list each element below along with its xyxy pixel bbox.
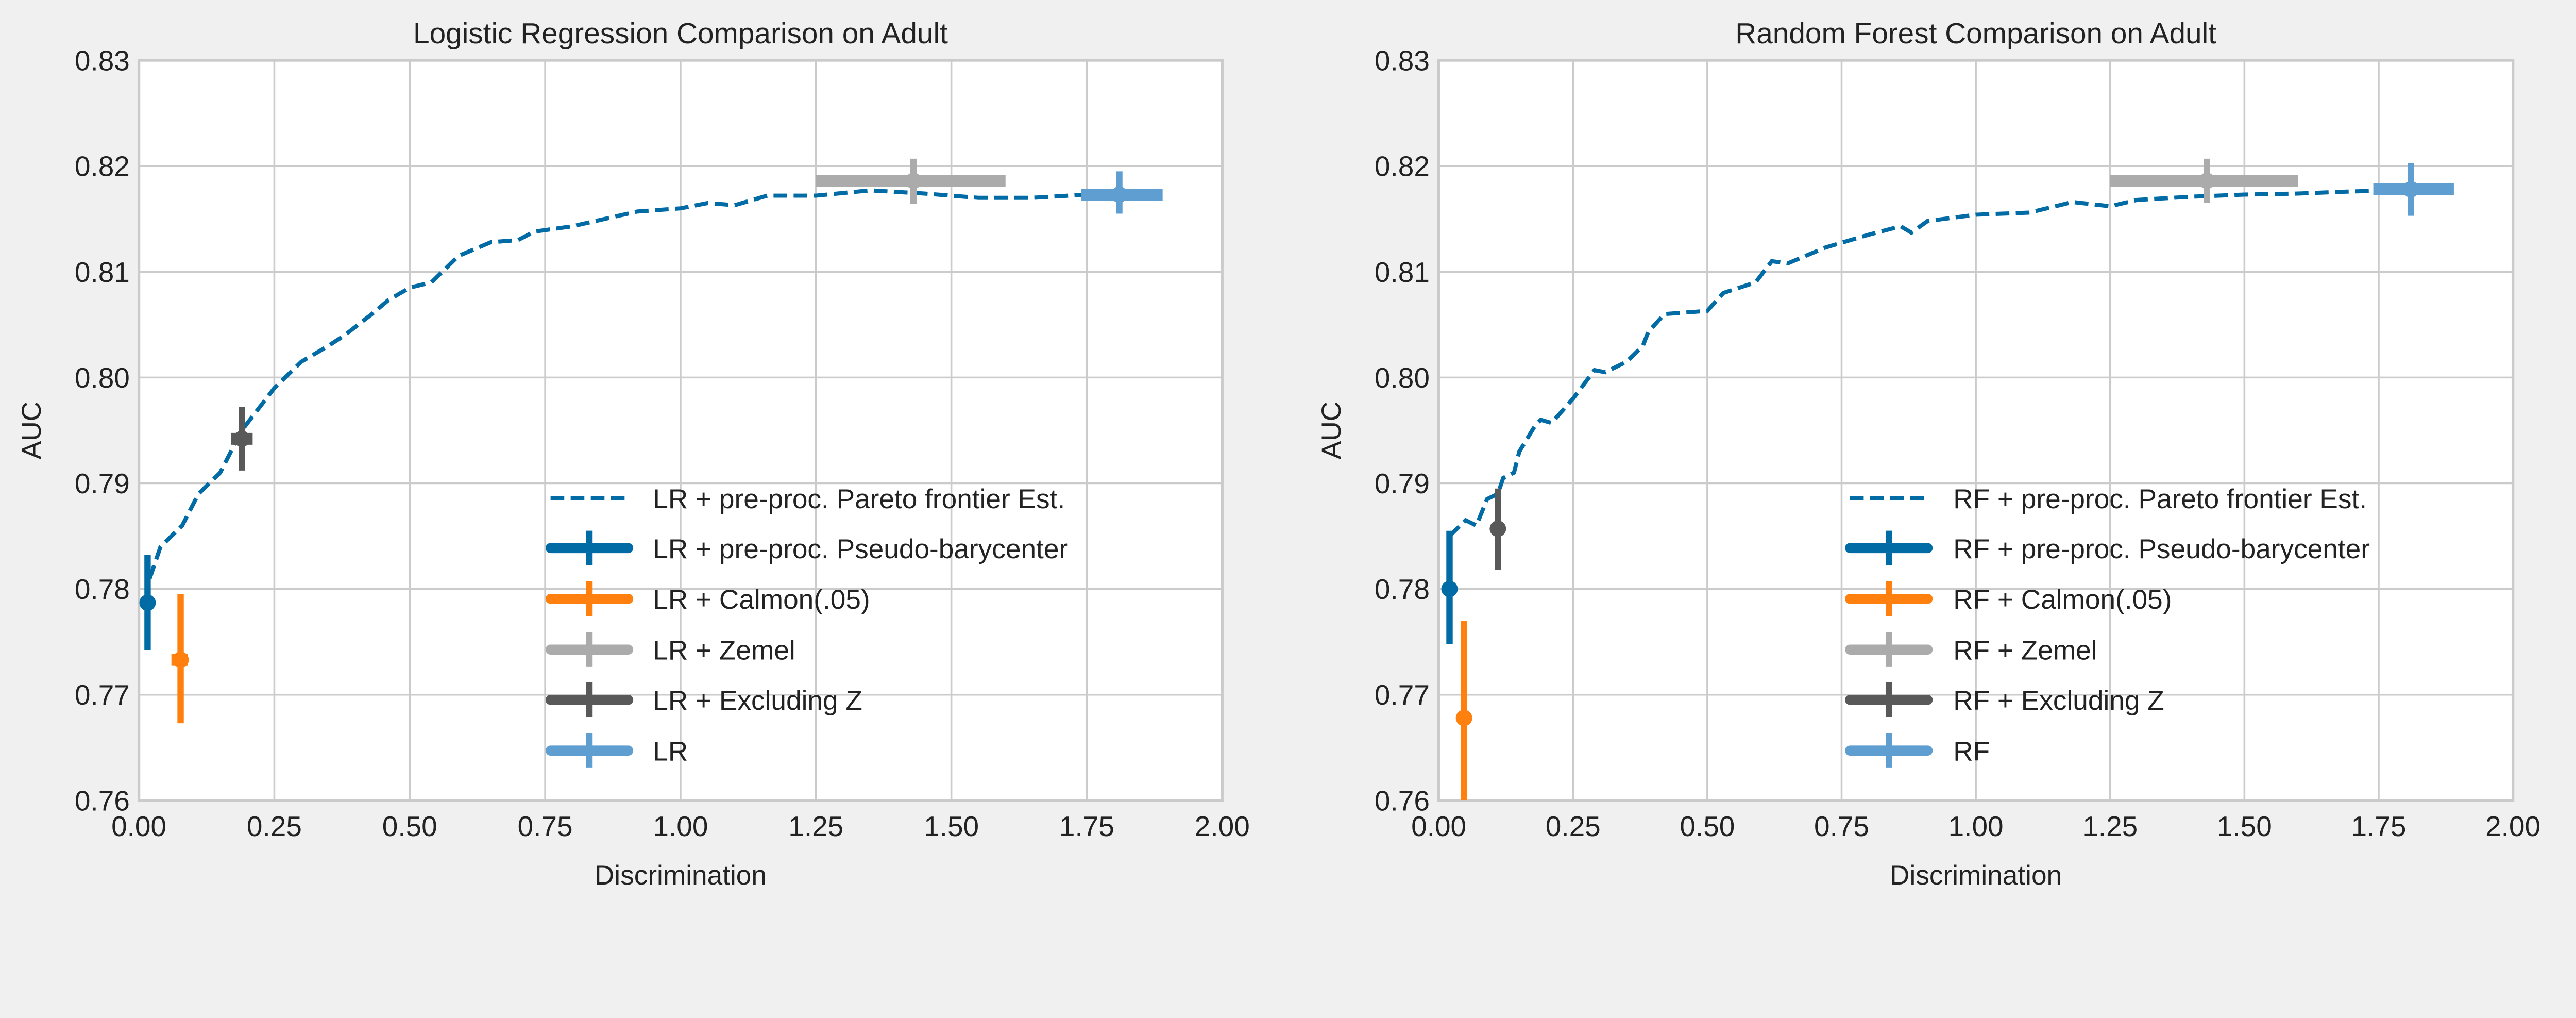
pareto-frontier-line	[147, 188, 1120, 579]
y-tick-label: 0.82	[1375, 151, 1430, 182]
y-tick-label: 0.80	[75, 362, 130, 394]
y-axis-label: AUC	[16, 402, 47, 459]
x-tick-label: 0.75	[1814, 810, 1869, 842]
x-tick-label: 1.25	[2082, 810, 2138, 842]
y-tick-label: 0.82	[75, 151, 130, 182]
x-tick-label: 0.25	[247, 810, 302, 842]
legend-label: LR + Zemel	[653, 636, 795, 666]
legend-label: LR	[653, 737, 688, 767]
legend-label: LR + Excluding Z	[653, 686, 862, 716]
legend-frontier-label: LR + pre-proc. Pareto frontier Est.	[653, 484, 1065, 514]
y-tick-label: 0.83	[75, 45, 130, 77]
errorbar-zemel	[816, 158, 1006, 205]
y-tick-label: 0.79	[1375, 468, 1430, 499]
x-tick-label: 0.00	[111, 810, 166, 842]
errorbar-marker	[2198, 172, 2215, 189]
x-tick-label: 1.50	[924, 810, 979, 842]
errorbar-marker	[1111, 186, 1128, 203]
y-axis-label: AUC	[1316, 402, 1347, 459]
y-tick-label: 0.79	[75, 468, 130, 499]
legend-label: RF + Calmon(.05)	[1953, 585, 2172, 615]
errorbar-marker	[139, 594, 156, 611]
x-axis-label: Discrimination	[595, 860, 767, 891]
errorbar-marker	[172, 652, 189, 669]
chart-title: Random Forest Comparison on Adult	[1735, 18, 2216, 50]
legend-label: LR + pre-proc. Pseudo-barycenter	[653, 534, 1068, 564]
plot-marks	[139, 158, 1163, 724]
errorbar-marker	[233, 430, 250, 447]
legend: RF + pre-proc. Pareto frontier Est. RF + …	[1845, 484, 2370, 768]
errorbar-calmon	[171, 594, 189, 724]
plot-marks	[1441, 158, 2454, 800]
x-tick-label: 1.75	[1059, 810, 1114, 842]
errorbar-calmon	[1455, 621, 1472, 800]
x-tick-label: 0.00	[1411, 810, 1466, 842]
errorbar-marker	[1441, 580, 1458, 597]
errorbar-pseudo-barycenter	[1441, 530, 1458, 644]
y-tick-label: 0.81	[1375, 256, 1430, 288]
x-tick-label: 1.00	[1948, 810, 2004, 842]
figure: 0.00 0.25 0.50 0.75 1.00 1.25 1.50 1.75 2.00 0.76…	[16, 18, 2541, 891]
x-tick-label: 1.00	[653, 810, 708, 842]
legend-label: RF	[1953, 737, 1990, 767]
legend-label: RF + Excluding Z	[1953, 686, 2164, 716]
x-tick-label: 1.75	[2351, 810, 2406, 842]
chart-logistic-regression: 0.00 0.25 0.50 0.75 1.00 1.25 1.50 1.75 2.00 0.76…	[16, 18, 1250, 891]
errorbar-pseudo-barycenter	[139, 555, 156, 650]
x-tick-label: 1.50	[2217, 810, 2272, 842]
x-tick-label: 0.50	[1680, 810, 1735, 842]
x-tick-label: 2.00	[1195, 810, 1250, 842]
y-tick-label: 0.76	[1375, 785, 1430, 816]
x-tick-label: 0.50	[382, 810, 437, 842]
errorbar-excluding-z	[231, 407, 253, 471]
errorbar-baseline	[2373, 163, 2454, 216]
errorbar-marker	[2402, 181, 2419, 198]
errorbar-excluding-z	[1489, 488, 1506, 570]
legend-label: RF + Zemel	[1953, 636, 2097, 666]
x-tick-label: 2.00	[2485, 810, 2540, 842]
y-tick-label: 0.81	[75, 256, 130, 288]
x-tick-label: 0.25	[1546, 810, 1601, 842]
legend: LR + pre-proc. Pareto frontier Est. LR + …	[545, 484, 1068, 768]
x-tick-label: 0.75	[518, 810, 573, 842]
y-tick-label: 0.77	[1375, 679, 1430, 711]
chart-random-forest: 0.00 0.25 0.50 0.75 1.00 1.25 1.50 1.75 2.00 0.76…	[1316, 18, 2540, 891]
pareto-frontier-line	[1448, 188, 2395, 538]
legend-frontier-label: RF + pre-proc. Pareto frontier Est.	[1953, 484, 2367, 514]
y-tick-label: 0.78	[1375, 573, 1430, 605]
errorbar-marker	[905, 172, 922, 189]
y-tick-label: 0.80	[1375, 362, 1430, 394]
y-tick-label: 0.77	[75, 679, 130, 711]
legend-label: LR + Calmon(.05)	[653, 585, 870, 615]
y-tick-label: 0.76	[75, 785, 130, 816]
errorbar-zemel	[2110, 158, 2298, 203]
errorbar-baseline	[1081, 171, 1163, 214]
errorbar-marker	[1455, 709, 1472, 726]
x-tick-label: 1.25	[788, 810, 843, 842]
y-tick-label: 0.83	[1375, 45, 1430, 77]
chart-title: Logistic Regression Comparison on Adult	[413, 18, 948, 50]
errorbar-marker	[1489, 520, 1506, 537]
legend-label: RF + pre-proc. Pseudo-barycenter	[1953, 534, 2370, 564]
y-tick-label: 0.78	[75, 573, 130, 605]
x-axis-label: Discrimination	[1890, 860, 2062, 891]
